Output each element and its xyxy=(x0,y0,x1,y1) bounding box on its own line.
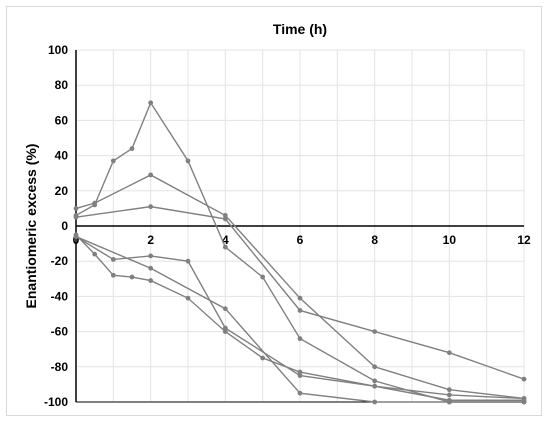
data-point xyxy=(129,274,135,280)
data-point xyxy=(372,399,378,405)
data-point xyxy=(110,257,116,262)
chart-frame xyxy=(6,6,542,416)
data-point xyxy=(92,251,98,257)
series-line-2 xyxy=(75,174,525,400)
y-tick-label: 80 xyxy=(55,78,69,92)
data-point xyxy=(222,216,228,222)
data-point xyxy=(297,369,303,375)
series-line-1 xyxy=(75,101,524,403)
y-tick-label: 0 xyxy=(61,219,68,233)
data-point xyxy=(129,146,135,151)
data-point xyxy=(92,200,98,206)
data-point xyxy=(521,399,527,405)
series-line-4 xyxy=(75,234,525,400)
data-point xyxy=(260,355,266,361)
data-point xyxy=(73,234,79,239)
data-point xyxy=(110,158,116,164)
x-tick-label: 0 xyxy=(73,233,80,247)
data-point xyxy=(73,206,79,211)
data-point xyxy=(521,376,527,382)
data-point xyxy=(222,325,228,331)
data-point xyxy=(110,272,116,278)
data-point xyxy=(297,295,303,301)
data-point xyxy=(148,278,154,283)
data-point xyxy=(185,295,191,301)
y-tick-label: -80 xyxy=(51,360,69,374)
y-tick-label: 40 xyxy=(55,149,69,163)
x-tick-label: 10 xyxy=(443,233,457,247)
x-tick-label: 8 xyxy=(371,233,378,247)
data-point xyxy=(446,392,452,398)
x-tick-label: 6 xyxy=(297,233,304,247)
data-point xyxy=(185,258,191,264)
data-point xyxy=(297,390,303,396)
data-point xyxy=(148,172,154,178)
data-point xyxy=(446,399,452,405)
data-point xyxy=(372,378,378,384)
data-point xyxy=(446,350,452,356)
y-tick-label: -60 xyxy=(51,325,69,339)
data-point xyxy=(372,329,378,334)
data-point xyxy=(372,383,378,389)
data-point xyxy=(372,364,378,370)
x-tick-labels: 0 2 4 6 8 10 12 xyxy=(73,233,531,247)
x-tick-label: 2 xyxy=(147,233,154,247)
data-point xyxy=(222,244,228,250)
data-point xyxy=(148,265,154,271)
y-tick-label: 60 xyxy=(55,113,69,127)
data-point xyxy=(297,308,303,313)
y-tick-labels: 100 80 60 40 20 0 -20 -40 -60 -80 -100 xyxy=(44,43,68,409)
data-point xyxy=(297,373,303,378)
y-tick-label: 20 xyxy=(55,184,69,198)
data-point xyxy=(446,387,452,393)
data-point xyxy=(222,306,228,312)
data-point xyxy=(297,336,303,342)
y-tick-label: 100 xyxy=(48,43,68,57)
data-point xyxy=(148,100,154,106)
series-points xyxy=(73,100,527,405)
data-point xyxy=(260,274,266,280)
data-point xyxy=(222,329,228,334)
data-point xyxy=(73,214,79,220)
y-tick-label: -40 xyxy=(51,289,69,303)
data-point xyxy=(148,253,154,259)
y-axis-title: Enantiomeric excess (%) xyxy=(23,144,39,309)
data-point xyxy=(185,158,191,164)
x-tick-label: 4 xyxy=(222,233,229,247)
x-tick-label: 12 xyxy=(517,233,531,247)
y-tick-label: -100 xyxy=(44,395,68,409)
y-tick-label: -20 xyxy=(51,254,69,268)
x-axis-title: Time (h) xyxy=(273,21,327,37)
data-point xyxy=(148,204,154,210)
data-point xyxy=(222,213,228,218)
